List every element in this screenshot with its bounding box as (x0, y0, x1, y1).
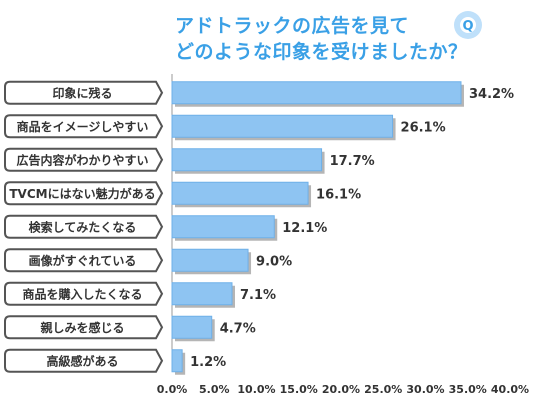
value-label: 34.2% (469, 87, 514, 102)
value-label: 16.1% (316, 187, 361, 202)
bar (171, 349, 183, 373)
category-label: 親しみを感じる (40, 320, 124, 335)
category-label-box (4, 114, 164, 139)
x-tick-label: 10.0% (237, 383, 275, 396)
x-tick-label: 40.0% (491, 383, 529, 396)
category-label: 印象に残る (52, 85, 112, 100)
x-tick-label: 25.0% (364, 383, 402, 396)
x-tick-label: 20.0% (322, 383, 360, 396)
category-label: 検索してみたくなる (29, 219, 137, 234)
category-label: 高級感がある (46, 353, 118, 368)
chart-title-line-2: どのような印象を受けましたか？ (175, 41, 468, 63)
bar (171, 81, 462, 105)
question-badge-letter: Q (462, 19, 473, 34)
bar (171, 248, 249, 272)
category-label-box (4, 348, 164, 373)
bar (171, 114, 394, 138)
x-tick-label: 30.0% (406, 383, 444, 396)
category-label-box (4, 315, 164, 340)
category-label: TVCMにはない魅力がある (9, 186, 155, 201)
x-tick-label: 35.0% (449, 383, 487, 396)
category-label-box (4, 214, 164, 239)
category-label-box (4, 281, 164, 306)
value-label: 1.2% (190, 355, 226, 370)
category-label-box (4, 181, 164, 206)
value-label: 4.7% (220, 321, 256, 336)
category-label: 画像がすぐれている (29, 253, 137, 268)
category-label-box (4, 248, 164, 273)
bar (171, 215, 275, 239)
category-label: 商品を購入したくなる (22, 286, 142, 301)
value-label: 9.0% (256, 254, 292, 269)
bar (171, 148, 323, 172)
category-label-box (4, 80, 164, 105)
value-label: 7.1% (240, 288, 276, 303)
x-tick-label: 5.0% (199, 383, 230, 396)
bar (171, 181, 309, 205)
value-label: 12.1% (282, 221, 327, 236)
x-tick-label: 0.0% (157, 383, 188, 396)
x-tick-label: 15.0% (280, 383, 318, 396)
chart-title-line-1: アドトラックの広告を見て (175, 15, 410, 37)
category-label: 広告内容がわかりやすい (16, 152, 148, 167)
bar (171, 282, 233, 306)
value-label: 17.7% (330, 154, 375, 169)
bar (171, 315, 213, 339)
question-badge-inner (460, 17, 476, 33)
category-label: 商品をイメージしやすい (17, 119, 149, 134)
category-label-box (4, 147, 164, 172)
question-badge-icon: Q (454, 11, 482, 39)
value-label: 26.1% (401, 120, 446, 135)
